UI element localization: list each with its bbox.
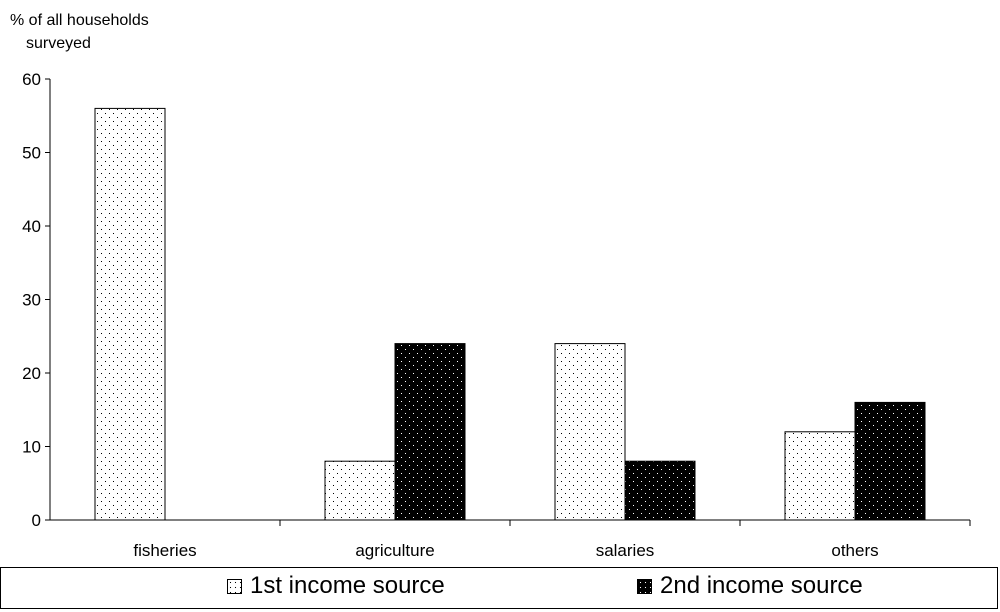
legend-label-series-2: 2nd income source — [660, 572, 863, 599]
y-axis-title-line2: surveyed — [26, 35, 91, 52]
y-tick-label: 30 — [22, 291, 41, 310]
y-tick-label: 40 — [22, 217, 41, 236]
y-tick-label: 50 — [22, 144, 41, 163]
legend-swatch-dark — [637, 578, 652, 594]
legend-swatch-light — [227, 578, 242, 594]
bars — [94, 107, 926, 521]
x-tick-label-salaries: salaries — [596, 541, 655, 560]
y-tick-label: 60 — [22, 70, 41, 89]
bar-agriculture-series-1 — [324, 460, 396, 521]
bar-agriculture-series-2 — [394, 343, 466, 521]
y-tick-label: 10 — [22, 438, 41, 457]
y-axis-title-line1: % of all households — [10, 12, 149, 29]
legend-item-series-1: 1st income source — [227, 572, 445, 600]
bar-fisheries-series-1 — [94, 107, 166, 521]
bar-others-series-2 — [854, 401, 926, 521]
legend-label-series-1: 1st income source — [250, 572, 445, 599]
x-tick-label-agriculture: agriculture — [355, 541, 434, 560]
y-tick-label: 20 — [22, 364, 41, 383]
bar-salaries-series-2 — [624, 460, 696, 521]
labels: 0 10 20 30 40 50 60 fisheries agriculture salarie… — [22, 70, 879, 560]
x-tick-label-others: others — [831, 541, 878, 560]
bar-others-series-1 — [784, 431, 856, 521]
x-tick-label-fisheries: fisheries — [133, 541, 196, 560]
bar-salaries-series-1 — [554, 343, 626, 521]
y-tick-label: 0 — [32, 511, 41, 530]
bar-chart: 0 10 20 30 40 50 60 fisheries agriculture salarie… — [22, 70, 971, 560]
legend-item-series-2: 2nd income source — [637, 572, 863, 600]
y-axis-title: % of all households surveyed — [10, 9, 149, 55]
legend: 1st income source 2nd income source — [0, 567, 998, 609]
